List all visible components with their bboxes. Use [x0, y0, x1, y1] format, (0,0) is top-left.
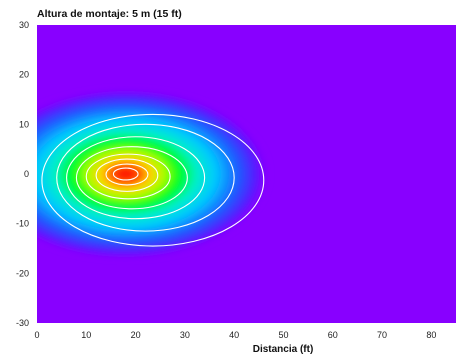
y-tick-label: -30 — [16, 318, 29, 328]
x-tick-label: 20 — [131, 330, 141, 340]
intensity-heat-blob — [37, 87, 271, 261]
isolux-contour-4 — [75, 146, 188, 210]
x-axis-label: Distancia (ft) — [253, 344, 314, 355]
x-tick-label: 0 — [34, 330, 39, 340]
x-tick-label: 30 — [180, 330, 190, 340]
x-tick-label: 70 — [377, 330, 387, 340]
y-tick-label: 20 — [19, 70, 29, 80]
chart-title: Altura de montaje: 5 m (15 ft) — [37, 8, 182, 20]
isolux-contours — [41, 113, 265, 247]
x-axis-ticks: 0 10 20 30 40 50 60 70 80 — [34, 330, 436, 340]
x-tick-label: 60 — [328, 330, 338, 340]
y-tick-label: 0 — [24, 169, 29, 179]
isolux-contour-2 — [56, 123, 235, 232]
y-tick-label: 30 — [19, 20, 29, 30]
isolux-contour-3 — [66, 136, 206, 220]
isolux-contour-6 — [95, 158, 159, 192]
y-tick-label: -10 — [16, 219, 29, 229]
y-tick-label: -20 — [16, 268, 29, 278]
isolux-contour-7 — [105, 163, 149, 186]
y-tick-label: 10 — [19, 119, 29, 129]
x-tick-label: 40 — [229, 330, 239, 340]
x-tick-label: 10 — [81, 330, 91, 340]
isolux-contour-8 — [112, 167, 139, 181]
isolux-contour-5 — [85, 153, 171, 200]
x-tick-label: 80 — [426, 330, 436, 340]
y-axis-ticks: 30 20 10 0 -10 -20 -30 — [16, 20, 29, 328]
isolux-contour-1 — [41, 113, 265, 247]
x-tick-label: 50 — [278, 330, 288, 340]
